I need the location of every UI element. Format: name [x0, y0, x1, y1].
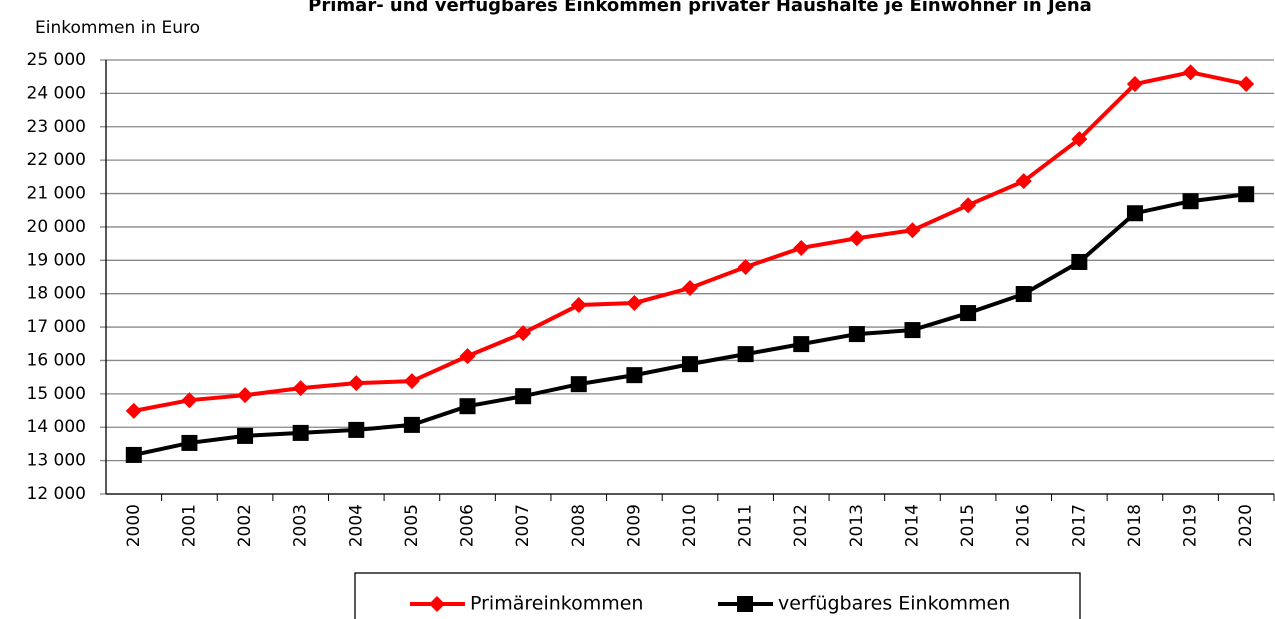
point — [181, 392, 198, 409]
x-tick-label: 2003 — [291, 504, 311, 547]
point — [737, 258, 754, 275]
point — [570, 376, 587, 393]
point — [1182, 193, 1199, 210]
point — [682, 280, 698, 297]
y-tick-label: 16 000 — [27, 350, 86, 370]
point — [515, 325, 532, 342]
point — [1071, 131, 1088, 148]
x-tick-label: 2020 — [1236, 504, 1256, 547]
x-tick-label: 2002 — [235, 504, 255, 547]
point — [237, 387, 254, 404]
point — [348, 375, 365, 392]
legend-label: Primäreinkommen — [470, 593, 643, 615]
point — [403, 373, 420, 390]
legend-marker — [429, 596, 445, 612]
point — [904, 322, 921, 339]
y-tick-label: 18 000 — [27, 284, 86, 304]
y-tick-label: 25 000 — [27, 50, 86, 70]
y-tick-label: 22 000 — [27, 150, 86, 170]
x-tick-label: 2010 — [680, 504, 700, 547]
x-tick-label: 2000 — [124, 504, 144, 547]
point — [1182, 64, 1199, 81]
y-tick-label: 15 000 — [27, 384, 86, 404]
point — [626, 367, 643, 384]
y-tick-label: 21 000 — [27, 184, 86, 204]
point — [125, 446, 142, 463]
point — [960, 197, 977, 214]
point — [403, 416, 420, 433]
x-tick-label: 2009 — [624, 504, 644, 547]
point — [1238, 76, 1255, 93]
x-tick-label: 2008 — [569, 504, 589, 547]
x-tick-label: 2006 — [458, 504, 478, 547]
x-tick-label: 2016 — [1014, 504, 1034, 547]
point — [682, 356, 698, 373]
y-axis-title: Einkommen in Euro — [35, 18, 200, 38]
chart-title: Primär- und verfügbares Einkommen privat… — [308, 0, 1092, 16]
point — [459, 348, 476, 365]
y-tick-label: 24 000 — [27, 83, 86, 103]
x-tick-label: 2019 — [1181, 504, 1201, 547]
point — [793, 336, 810, 353]
legend-box — [354, 572, 1081, 619]
legend-label: verfügbares Einkommen — [778, 593, 1010, 615]
x-tick-label: 2013 — [847, 504, 867, 547]
point — [1071, 253, 1088, 270]
legend-marker — [737, 596, 753, 612]
point — [292, 424, 309, 441]
y-tick-label: 20 000 — [27, 217, 86, 237]
point — [626, 295, 643, 312]
point — [125, 402, 142, 419]
x-tick-label: 2005 — [402, 504, 422, 547]
point — [292, 380, 309, 397]
y-tick-label: 23 000 — [27, 117, 86, 137]
point — [1126, 76, 1143, 93]
x-tick-label: 2001 — [179, 504, 199, 547]
x-tick-label: 2007 — [513, 504, 533, 547]
point — [848, 230, 865, 247]
point — [1238, 186, 1255, 203]
point — [515, 388, 532, 405]
point — [237, 427, 254, 444]
point — [1015, 173, 1032, 190]
point — [904, 222, 921, 239]
point — [1015, 286, 1032, 303]
x-tick-label: 2004 — [346, 504, 366, 547]
point — [848, 326, 865, 343]
point — [181, 434, 198, 451]
x-tick-label: 2014 — [902, 504, 922, 547]
y-tick-label: 13 000 — [27, 451, 86, 471]
series-line — [133, 192, 1247, 457]
y-tick-label: 19 000 — [27, 250, 86, 270]
x-tick-label: 2017 — [1069, 504, 1089, 547]
point — [459, 398, 476, 415]
y-tick-label: 12 000 — [27, 484, 86, 504]
x-tick-label: 2015 — [958, 504, 978, 547]
point — [960, 305, 977, 322]
x-tick-label: 2011 — [736, 504, 756, 547]
y-tick-label: 17 000 — [27, 317, 86, 337]
point — [570, 297, 587, 314]
point — [1126, 205, 1143, 222]
y-tick-label: 14 000 — [27, 417, 86, 437]
point — [348, 421, 365, 438]
point — [793, 239, 810, 256]
x-tick-label: 2018 — [1125, 504, 1145, 547]
point — [737, 346, 754, 363]
x-tick-label: 2012 — [791, 504, 811, 547]
